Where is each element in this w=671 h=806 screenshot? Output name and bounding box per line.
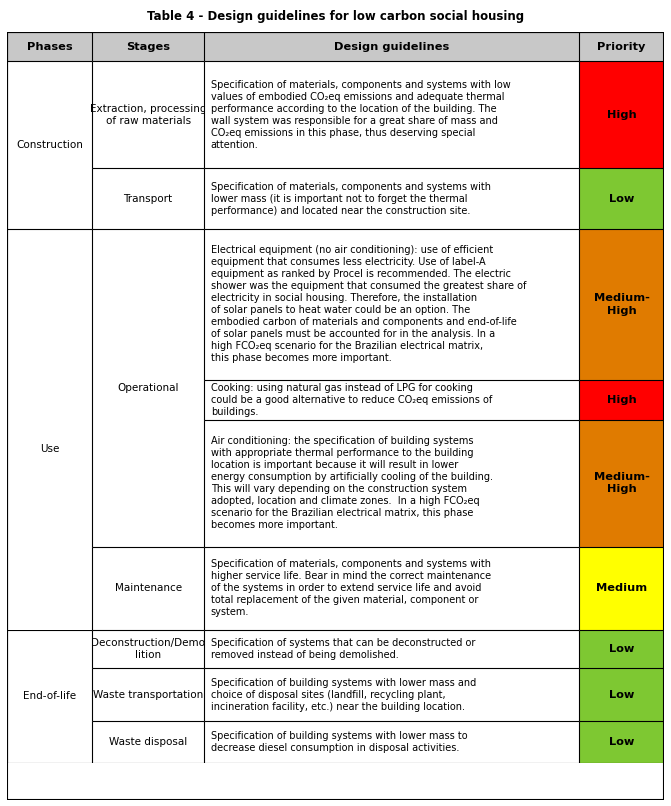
Text: Phases: Phases — [27, 42, 72, 52]
Text: Transport: Transport — [123, 193, 172, 204]
Text: Construction: Construction — [16, 140, 83, 150]
Text: Specification of building systems with lower mass to
decrease diesel consumption: Specification of building systems with l… — [211, 731, 468, 753]
Text: Table 4 - Design guidelines for low carbon social housing: Table 4 - Design guidelines for low carb… — [147, 10, 524, 23]
Text: Specification of materials, components and systems with
lower mass (it is import: Specification of materials, components a… — [211, 181, 491, 215]
Text: High: High — [607, 395, 636, 405]
Text: Specification of materials, components and systems with low
values of embodied C: Specification of materials, components a… — [211, 80, 511, 150]
Text: Specification of materials, components and systems with
higher service life. Bea: Specification of materials, components a… — [211, 559, 491, 617]
Text: Deconstruction/Demo
lition: Deconstruction/Demo lition — [91, 638, 205, 660]
Text: Cooking: using natural gas instead of LPG for cooking
could be a good alternativ: Cooking: using natural gas instead of LP… — [211, 383, 492, 417]
Text: Air conditioning: the specification of building systems
with appropriate thermal: Air conditioning: the specification of b… — [211, 436, 493, 530]
Text: Design guidelines: Design guidelines — [333, 42, 449, 52]
Text: Low: Low — [609, 737, 634, 747]
Text: Maintenance: Maintenance — [115, 584, 182, 593]
Text: Waste disposal: Waste disposal — [109, 737, 187, 747]
Text: Priority: Priority — [597, 42, 646, 52]
Text: Extraction, processing
of raw materials: Extraction, processing of raw materials — [90, 104, 207, 126]
Text: Operational: Operational — [117, 383, 179, 393]
Text: End-of-life: End-of-life — [23, 692, 76, 701]
Text: Use: Use — [40, 443, 59, 454]
Text: Low: Low — [609, 193, 634, 204]
Text: Specification of building systems with lower mass and
choice of disposal sites (: Specification of building systems with l… — [211, 678, 476, 712]
Text: High: High — [607, 110, 636, 120]
Text: Medium: Medium — [596, 584, 647, 593]
Text: Medium-
High: Medium- High — [594, 472, 650, 494]
Text: Specification of systems that can be deconstructed or
removed instead of being d: Specification of systems that can be dec… — [211, 638, 475, 660]
Text: Low: Low — [609, 690, 634, 700]
Text: Waste transportation: Waste transportation — [93, 690, 203, 700]
Text: Low: Low — [609, 644, 634, 654]
Text: Electrical equipment (no air conditioning): use of efficient
equipment that cons: Electrical equipment (no air conditionin… — [211, 245, 526, 364]
Text: Stages: Stages — [126, 42, 170, 52]
Text: Medium-
High: Medium- High — [594, 293, 650, 316]
